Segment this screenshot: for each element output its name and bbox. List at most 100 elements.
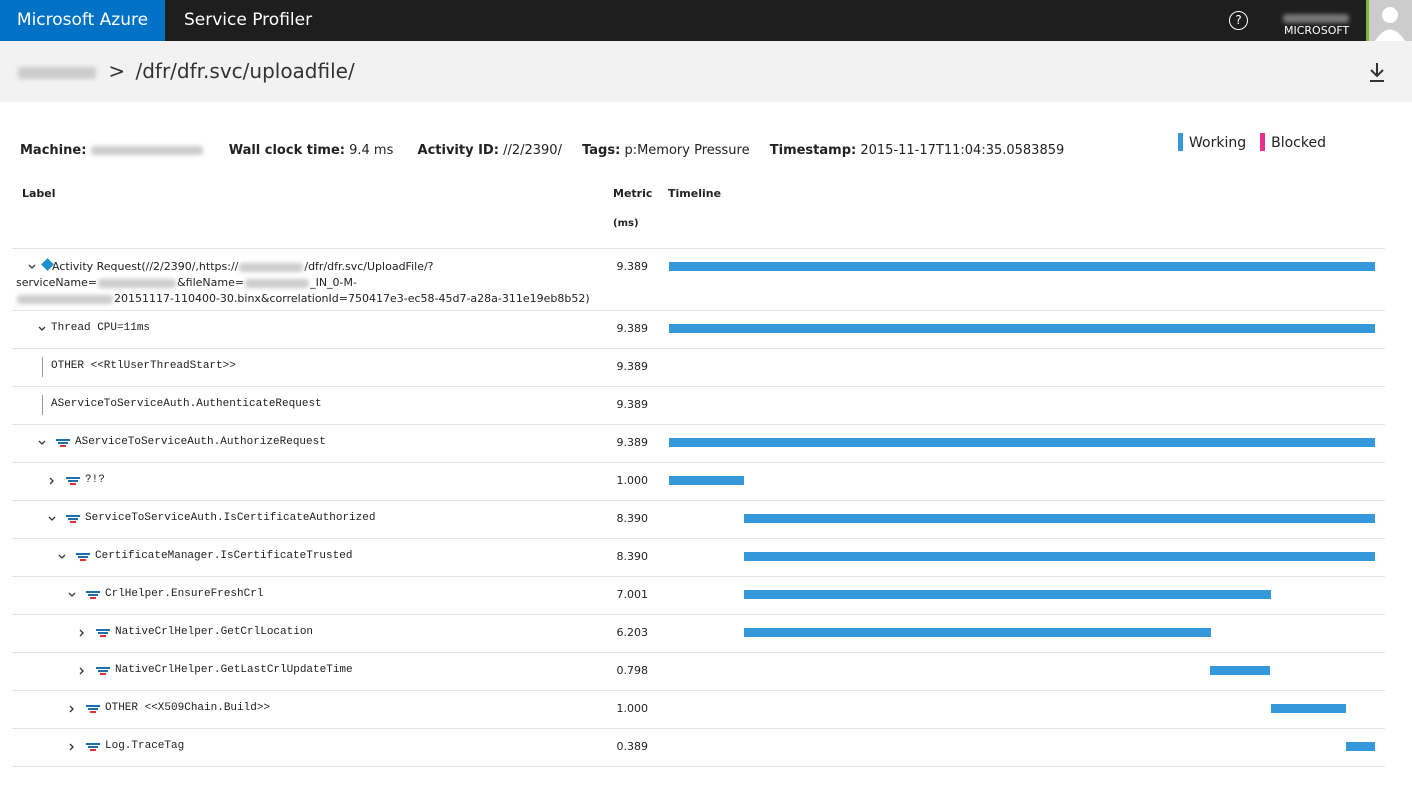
metric: 9.389 [616,436,649,449]
tree-row[interactable]: ?!? 1.000 [12,463,1385,501]
redacted [98,278,177,288]
legend-label: Blocked [1271,135,1326,151]
org-name: MICROSOFT [1284,24,1350,37]
leaf-line [42,357,43,377]
timeline-bar [1210,666,1271,675]
tree-row[interactable]: NativeCrlHelper.GetCrlLocation 6.203 [12,615,1385,653]
tree-row[interactable]: ServiceToServiceAuth.IsCertificateAuthor… [12,501,1385,539]
tree-row[interactable]: OTHER <<RtlUserThreadStart>> 9.389 [12,349,1385,387]
column-header: Metric [613,187,653,200]
stack-icon [56,439,70,448]
expander[interactable] [77,666,87,676]
label-part: 20151117-110400-30.binx&correlationId=75… [114,292,590,305]
stack-icon-bar [90,749,96,751]
expander[interactable] [67,704,77,714]
stack-icon-bar [88,708,98,710]
metric: 1.000 [616,702,649,715]
stack-icon-bar [60,445,66,447]
stack-icon [96,629,110,638]
label-part: /dfr/dfr.svc/UploadFile/? [304,260,434,273]
stack-icon-bar [88,746,98,748]
expander[interactable] [47,514,57,524]
label-part: &fileName= [177,276,245,289]
stack-icon [76,553,90,562]
stack-icon-bar [90,597,96,599]
breadcrumb-path: /dfr/dfr.svc/uploadfile/ [135,59,355,83]
stack-icon-bar [80,559,86,561]
metric: 1.000 [616,474,649,487]
info-row: Machine: Wall clock time: 9.4 ms Activit… [20,143,1064,158]
stack-icon-bar [70,521,76,523]
tree-row[interactable]: OTHER <<X509Chain.Build>> 1.000 [12,691,1385,729]
stack-icon-bar [56,439,70,441]
stack-icon [86,705,100,714]
info-label: Machine: [20,143,87,158]
stack-icon-bar [68,518,78,520]
expander[interactable] [47,476,57,486]
timeline-bar [669,438,1375,447]
expander[interactable] [37,438,47,448]
stack-icon [96,667,110,676]
expander[interactable] [67,742,77,752]
row-label: AServiceToServiceAuth.AuthenticateReques… [51,398,322,410]
label-part: serviceName= [16,276,98,289]
download-button[interactable] [1367,61,1387,83]
stack-icon-bar [86,743,100,745]
timeline-bar [1345,742,1375,751]
legend: Working Blocked [1178,133,1326,151]
metric: 8.390 [616,512,649,525]
column-header: Timeline [668,187,722,200]
stack-icon-bar [78,556,88,558]
stack-icon-bar [66,515,80,517]
metric: 9.389 [616,398,649,411]
row-label: AServiceToServiceAuth.AuthorizeRequest [75,436,326,448]
avatar[interactable] [1366,0,1412,41]
info-label: Activity ID: [417,143,499,158]
legend-label: Working [1189,135,1247,151]
redacted [245,278,310,288]
metric: 7.001 [616,588,649,601]
stack-icon-bar [98,632,108,634]
tree-row[interactable]: Thread CPU=11ms 9.389 [12,311,1385,349]
expander[interactable] [57,552,67,562]
row-label: NativeCrlHelper.GetCrlLocation [115,626,314,638]
stack-icon-bar [100,673,106,675]
row-label: Activity Request(//2/2390/,https:// /dfr/… [16,259,606,307]
expander[interactable] [27,262,37,272]
tree-row[interactable]: NativeCrlHelper.GetLastCrlUpdateTime 0.79… [12,653,1385,691]
tree-row[interactable]: AServiceToServiceAuth.AuthorizeRequest 9.… [12,425,1385,463]
metric: 0.798 [616,664,649,677]
help-button[interactable]: ? [1229,11,1248,30]
expander[interactable] [77,628,87,638]
column-header: Label [22,187,56,200]
stack-icon [66,477,80,486]
expander[interactable] [37,324,47,334]
timeline-bar [744,628,1211,637]
tree-row[interactable]: AServiceToServiceAuth.AuthenticateReques… [12,387,1385,425]
breadcrumb-bar: > /dfr/dfr.svc/uploadfile/ [0,41,1412,102]
tree-row[interactable]: CertificateManager.IsCertificateTrusted 8… [12,539,1385,577]
info-value: 2015-11-17T11:04:35.0583859 [860,143,1065,158]
column-unit: (ms) [613,218,639,229]
user-name [1283,8,1353,23]
tree-row[interactable]: CrlHelper.EnsureFreshCrl 7.001 [12,577,1385,615]
leaf-line [42,395,43,415]
timeline-bar [744,590,1271,599]
legend-swatch [1178,133,1183,151]
row-label: ?!? [85,474,105,486]
stack-icon-bar [76,553,90,555]
brand[interactable]: Microsoft Azure [0,0,165,41]
legend-item: Blocked [1260,133,1326,151]
timeline-bar [744,514,1376,523]
row-label: Thread CPU=11ms [51,322,151,334]
timeline-bar [669,324,1375,333]
row-label: CrlHelper.EnsureFreshCrl [105,588,264,600]
header-divider [12,248,1385,249]
timeline-bar [669,476,745,485]
tree-row[interactable]: Log.TraceTag 0.389 [12,729,1385,767]
tree-row[interactable]: Activity Request(//2/2390/,https:// /dfr/… [12,249,1385,311]
row-label: CertificateManager.IsCertificateTrusted [95,550,353,562]
stack-icon-bar [88,594,98,596]
expander[interactable] [67,590,77,600]
